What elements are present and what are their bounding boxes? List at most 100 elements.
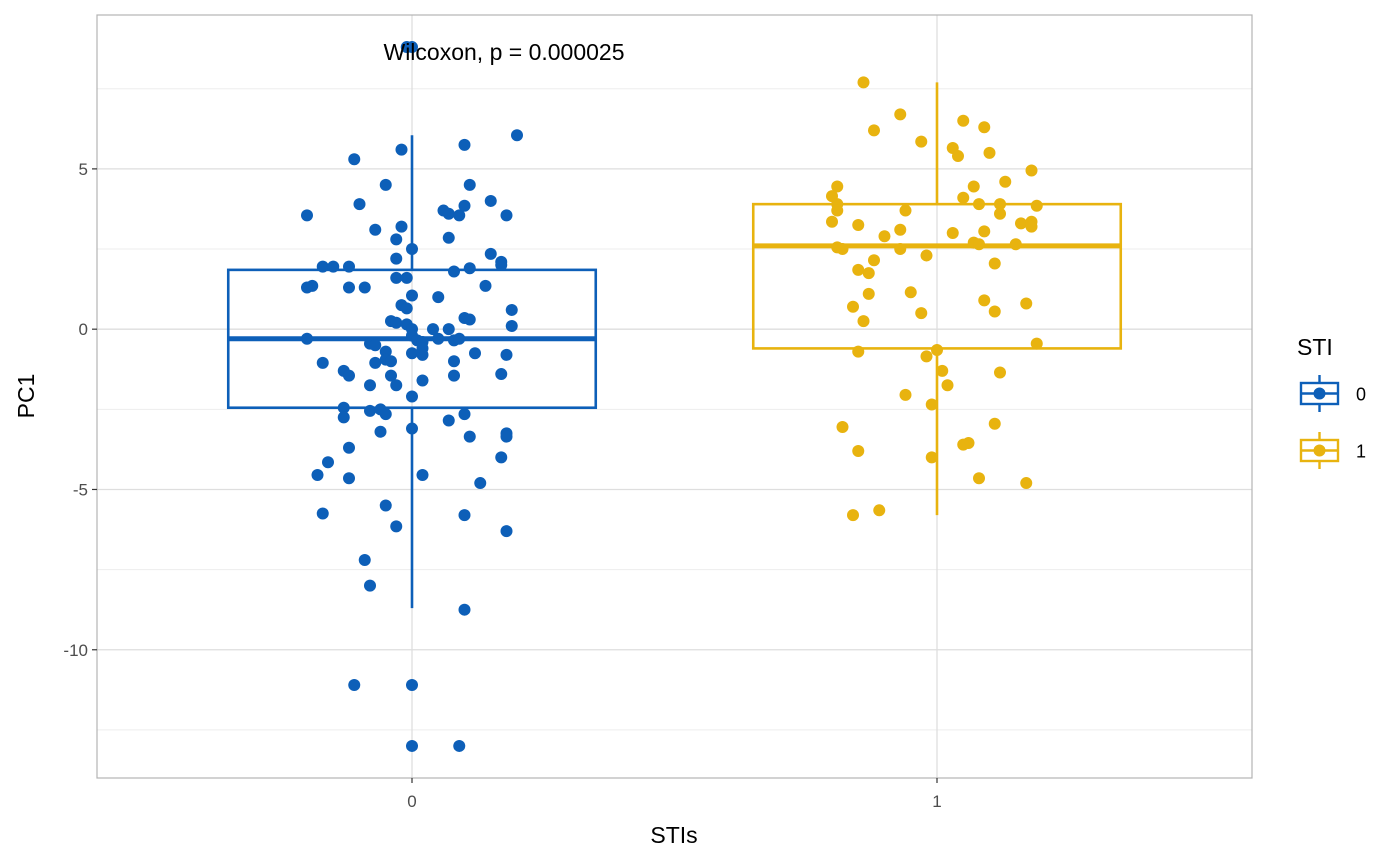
data-point	[448, 265, 460, 278]
legend-title: STI	[1297, 334, 1333, 360]
data-point	[343, 260, 355, 273]
data-point	[348, 153, 361, 166]
data-point	[406, 390, 418, 403]
data-point	[1015, 217, 1027, 230]
data-point	[925, 398, 938, 411]
data-point	[463, 178, 476, 191]
data-point	[994, 198, 1006, 211]
data-point	[432, 291, 445, 304]
data-point	[925, 451, 938, 464]
data-point	[500, 430, 513, 443]
data-point	[379, 178, 392, 191]
data-point	[852, 445, 865, 457]
data-point	[973, 472, 985, 485]
data-point	[327, 260, 340, 273]
data-point	[894, 243, 907, 256]
data-point	[484, 247, 497, 260]
data-point	[463, 313, 476, 326]
data-point	[946, 227, 959, 239]
data-point	[1020, 477, 1033, 490]
data-point	[406, 41, 418, 54]
data-point	[406, 679, 418, 692]
data-point	[852, 345, 865, 358]
data-point	[915, 307, 928, 320]
data-point	[957, 114, 970, 127]
data-point	[1025, 220, 1038, 233]
data-point	[369, 356, 382, 369]
data-point	[442, 323, 455, 336]
data-point	[390, 252, 403, 265]
data-point	[453, 209, 466, 222]
data-point	[458, 199, 471, 212]
data-point	[390, 379, 403, 392]
data-point	[463, 430, 476, 443]
legend-label: 1	[1356, 442, 1366, 462]
data-point	[416, 469, 429, 482]
data-point	[957, 438, 970, 451]
data-point	[973, 238, 985, 251]
data-point	[500, 209, 513, 222]
data-point	[463, 262, 476, 275]
data-point	[379, 499, 392, 512]
data-point	[931, 344, 943, 357]
data-point	[978, 121, 991, 134]
data-point	[836, 420, 849, 433]
data-point	[878, 230, 891, 243]
data-point	[474, 477, 487, 490]
data-point	[915, 135, 928, 148]
data-point	[337, 411, 350, 424]
data-point	[390, 520, 403, 533]
data-point	[988, 257, 1001, 270]
data-point	[301, 332, 313, 345]
data-point	[495, 259, 508, 272]
data-point	[831, 204, 844, 217]
data-point	[847, 509, 859, 522]
data-point	[358, 281, 371, 294]
data-point	[904, 286, 917, 299]
data-point	[469, 347, 481, 360]
data-point	[406, 289, 418, 302]
data-point	[495, 451, 508, 464]
data-point	[857, 315, 870, 328]
data-point	[353, 198, 366, 211]
data-point	[301, 281, 313, 294]
data-point	[484, 194, 497, 207]
data-point	[994, 207, 1006, 220]
data-point	[453, 739, 466, 752]
data-point	[442, 207, 455, 220]
data-point	[316, 356, 329, 369]
data-point	[316, 507, 329, 520]
data-point	[458, 603, 471, 616]
data-point	[458, 408, 471, 421]
data-point	[337, 401, 350, 414]
data-point	[385, 369, 397, 382]
data-point	[406, 243, 418, 256]
data-point	[978, 294, 991, 307]
data-point	[831, 180, 844, 193]
data-point	[836, 243, 849, 256]
data-point	[862, 287, 875, 300]
data-point	[343, 281, 355, 294]
data-point	[458, 509, 471, 522]
data-point	[920, 249, 933, 262]
data-point	[390, 316, 403, 329]
x-tick-label: 1	[932, 792, 941, 811]
data-point	[416, 342, 429, 355]
data-point	[390, 233, 403, 246]
data-point	[364, 404, 376, 417]
data-point	[983, 146, 996, 159]
y-tick-label: 0	[79, 320, 88, 339]
plot-border	[96, 14, 1253, 779]
data-point	[868, 124, 880, 137]
data-point	[448, 369, 460, 382]
data-point	[852, 218, 865, 231]
data-point	[1009, 238, 1022, 251]
data-point	[400, 302, 413, 315]
grid-minor	[97, 88, 1252, 731]
data-point	[479, 279, 492, 292]
legend-label: 0	[1356, 385, 1366, 405]
data-point	[511, 129, 523, 142]
data-point	[868, 254, 880, 267]
